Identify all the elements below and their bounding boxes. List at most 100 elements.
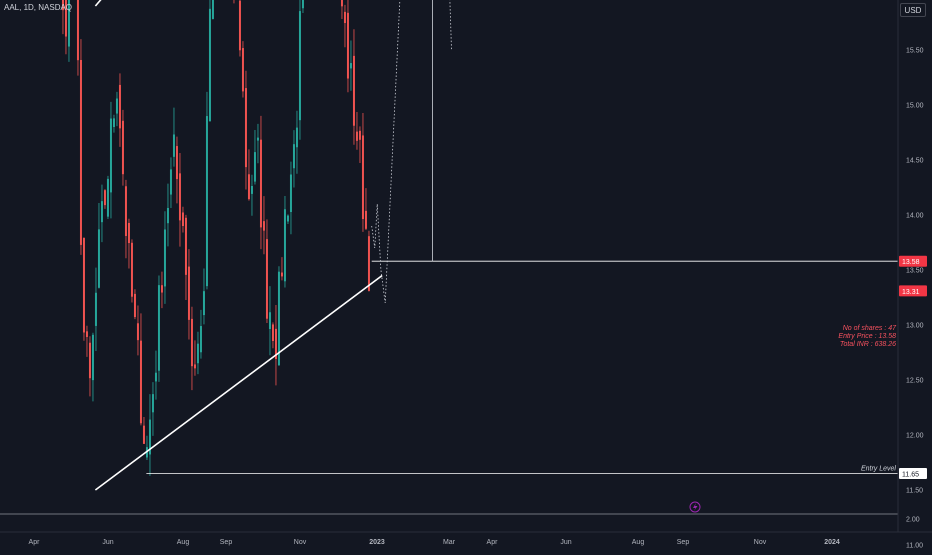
candle-body (208, 8, 211, 122)
candle-body (199, 326, 202, 353)
candle-body (358, 130, 361, 140)
candle-body (130, 242, 133, 297)
lightning-icon[interactable] (689, 501, 701, 513)
candle-body (349, 63, 352, 69)
candle-body (289, 174, 292, 213)
candle-body (157, 285, 160, 371)
candle-body (100, 201, 103, 223)
candle-body (169, 169, 172, 195)
candle-body (85, 331, 88, 337)
candle-body (148, 419, 151, 455)
candle-body (121, 120, 124, 175)
candle-body (97, 229, 100, 288)
projection-path[interactable] (371, 0, 452, 304)
candle-body (67, 0, 70, 47)
time-tick-label: Nov (294, 539, 307, 546)
entry-level-price-tag: 11.65 (902, 472, 919, 479)
candle-body (112, 118, 115, 128)
candle-body (136, 323, 139, 341)
price-tick-label: 11.50 (906, 488, 923, 495)
candle-body (61, 0, 64, 11)
candle-body (238, 0, 241, 51)
candle-body (271, 324, 274, 341)
time-tick-label: Jun (560, 539, 571, 546)
price-tick-label: 14.00 (906, 213, 924, 220)
channel-lower-line[interactable] (94, 274, 383, 491)
candle-body (355, 131, 358, 141)
entry-level-price-tag-bg (899, 468, 927, 479)
candle-body (346, 12, 349, 79)
candle-body (202, 291, 205, 316)
candle-body (247, 174, 250, 200)
candle-body (295, 127, 298, 148)
candle-body (82, 238, 85, 333)
price-axis-bg (898, 0, 932, 550)
candle-body (352, 55, 355, 126)
candle-body (106, 178, 109, 217)
candle-body (268, 312, 271, 330)
lightning-icon-ring (689, 501, 701, 513)
time-tick-label: 2024 (824, 539, 840, 546)
price-tick-label: 13.50 (906, 268, 924, 275)
price-tick-label: 13.00 (906, 323, 924, 330)
candle-body (139, 340, 142, 424)
position-note-line: No of shares : 47 (843, 325, 897, 332)
candle-body (109, 118, 112, 193)
price-tick-label: 14.50 (906, 158, 924, 165)
drawings-layer (0, 0, 898, 515)
entry-level-label: Entry Level (861, 466, 896, 473)
candle-body (244, 88, 247, 168)
price-tick-label: 2.00 (906, 517, 920, 524)
candle-body (166, 207, 169, 224)
price-axis[interactable]: 19.5019.0018.5018.0017.5017.0016.5016.00… (897, 0, 932, 550)
entry-price-tag-bg (899, 255, 927, 267)
candle-body (163, 229, 166, 287)
candle-body (91, 334, 94, 381)
candle-body (118, 84, 121, 129)
candle-body (190, 318, 193, 367)
lightning-icon-bolt (693, 503, 698, 511)
candle-body (124, 186, 127, 237)
price-tick-label: 12.50 (906, 378, 924, 385)
candle-body (298, 11, 301, 121)
price-tick-label: 12.00 (906, 433, 924, 440)
current-price-tag: 13.31 (902, 289, 920, 296)
time-tick-label: Aug (632, 539, 645, 546)
candle-body (172, 134, 175, 157)
candle-body (265, 239, 268, 319)
candle-body (277, 271, 280, 366)
price-tick-label: 11.00 (906, 543, 923, 550)
candle-body (367, 236, 370, 291)
currency-button[interactable]: USD (900, 3, 926, 17)
candle-body (283, 209, 286, 282)
position-note-line: Total INR : 638.26 (840, 341, 896, 348)
candle-body (88, 342, 91, 379)
time-tick-label: Apr (29, 539, 41, 546)
candle-body (340, 0, 343, 7)
price-tick-label: 15.50 (906, 48, 924, 55)
candles-layer (61, 0, 370, 476)
time-axis[interactable]: Apr Jun Aug Sep Nov 2023 Mar Apr Jun Aug Sep Nov 202… (0, 531, 932, 546)
candle-body (241, 48, 244, 92)
candle-body (262, 221, 265, 231)
price-tick-label: 15.00 (906, 103, 924, 110)
symbol-title: AAL, 1D, NASDAQ (4, 3, 73, 12)
candle-body (280, 272, 283, 277)
channel-upper-line[interactable] (94, 0, 435, 7)
candle-body (181, 212, 184, 226)
time-tick-label: Nov (754, 539, 767, 546)
time-tick-label: Sep (677, 539, 690, 546)
current-price-tag-bg (899, 285, 927, 297)
candle-body (361, 135, 364, 220)
candle-body (187, 266, 190, 320)
time-tick-label: Apr (487, 539, 499, 546)
time-tick-label: 2023 (369, 539, 385, 546)
candle-body (301, 0, 304, 9)
candle-body (154, 372, 157, 382)
candle-body (175, 146, 178, 180)
candle-body (256, 137, 259, 141)
candle-body (292, 144, 295, 169)
